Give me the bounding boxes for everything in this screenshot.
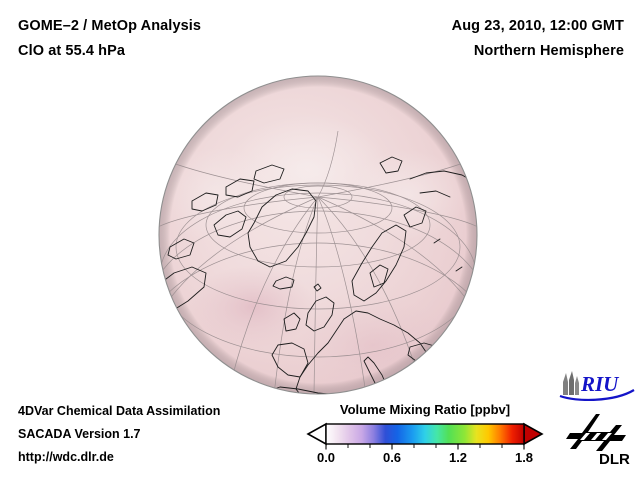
footer-version-label: SACADA Version 1.7: [18, 427, 141, 441]
colorbar-tick-label: 1.2: [448, 450, 468, 465]
colorbar-tick-label: 0.6: [382, 450, 402, 465]
globe-svg: [158, 75, 478, 395]
riu-logo: RIU: [559, 371, 635, 401]
colorbar-ticks: [325, 444, 525, 450]
colorbar-title: Volume Mixing Ratio [ppbv]: [339, 402, 511, 417]
riu-swoosh-icon: [559, 389, 635, 401]
colorbar: Volume Mixing Ratio [ppbv] 0.0 0.6 1.2 1.8: [306, 402, 544, 472]
footer-url-link[interactable]: http://wdc.dlr.de: [18, 450, 114, 464]
globe-map: [158, 75, 478, 395]
riu-logo-text: RIU: [580, 372, 620, 396]
colorbar-tick-label: 0.0: [316, 450, 336, 465]
dlr-logo: DLR: [566, 414, 630, 467]
globe-limb-outline: [158, 75, 478, 395]
header-instrument-title: GOME–2 / MetOp Analysis: [18, 18, 202, 34]
dlr-mark-icon: [566, 414, 626, 451]
colorbar-tick-labels: 0.0 0.6 1.2 1.8: [306, 450, 544, 470]
colorbar-gradient: [325, 423, 525, 445]
dlr-logo-text: DLR: [599, 451, 630, 467]
colorbar-tick-label: 1.8: [514, 450, 534, 465]
colorbar-under-arrow: [306, 422, 327, 446]
header-datetime: Aug 23, 2010, 12:00 GMT: [451, 18, 624, 34]
footer-method-label: 4DVar Chemical Data Assimilation: [18, 404, 221, 418]
header-species-level: ClO at 55.4 hPa: [18, 43, 126, 59]
header-region: Northern Hemisphere: [473, 43, 624, 59]
colorbar-over-arrow: [523, 422, 544, 446]
globe-field-layer: [159, 76, 477, 394]
riu-tower-icon: [563, 371, 579, 395]
colorbar-scale: [306, 422, 544, 450]
